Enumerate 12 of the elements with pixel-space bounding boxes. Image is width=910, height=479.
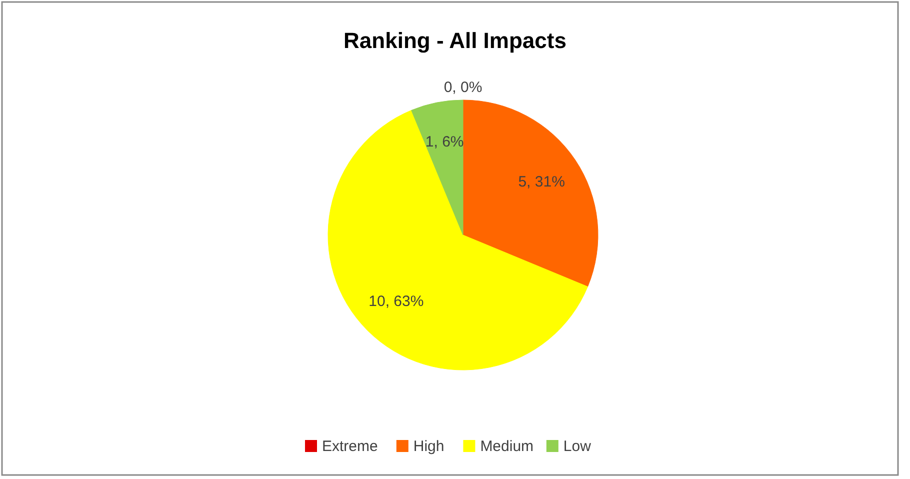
legend-label: High (413, 438, 444, 455)
pie-slice (462, 100, 598, 287)
chart-title: Ranking - All Impacts (344, 28, 566, 53)
legend-label: Extreme (322, 438, 378, 455)
legend-label: Medium (480, 438, 534, 455)
legend-label: Low (563, 438, 592, 455)
data-label: 1, 6% (425, 133, 464, 150)
pie-slice (411, 100, 464, 236)
text: 0, 0% (444, 78, 482, 96)
data-label: 5, 31% (518, 173, 565, 190)
data-label: 10, 63% (368, 292, 424, 310)
pie-slice (328, 110, 588, 370)
